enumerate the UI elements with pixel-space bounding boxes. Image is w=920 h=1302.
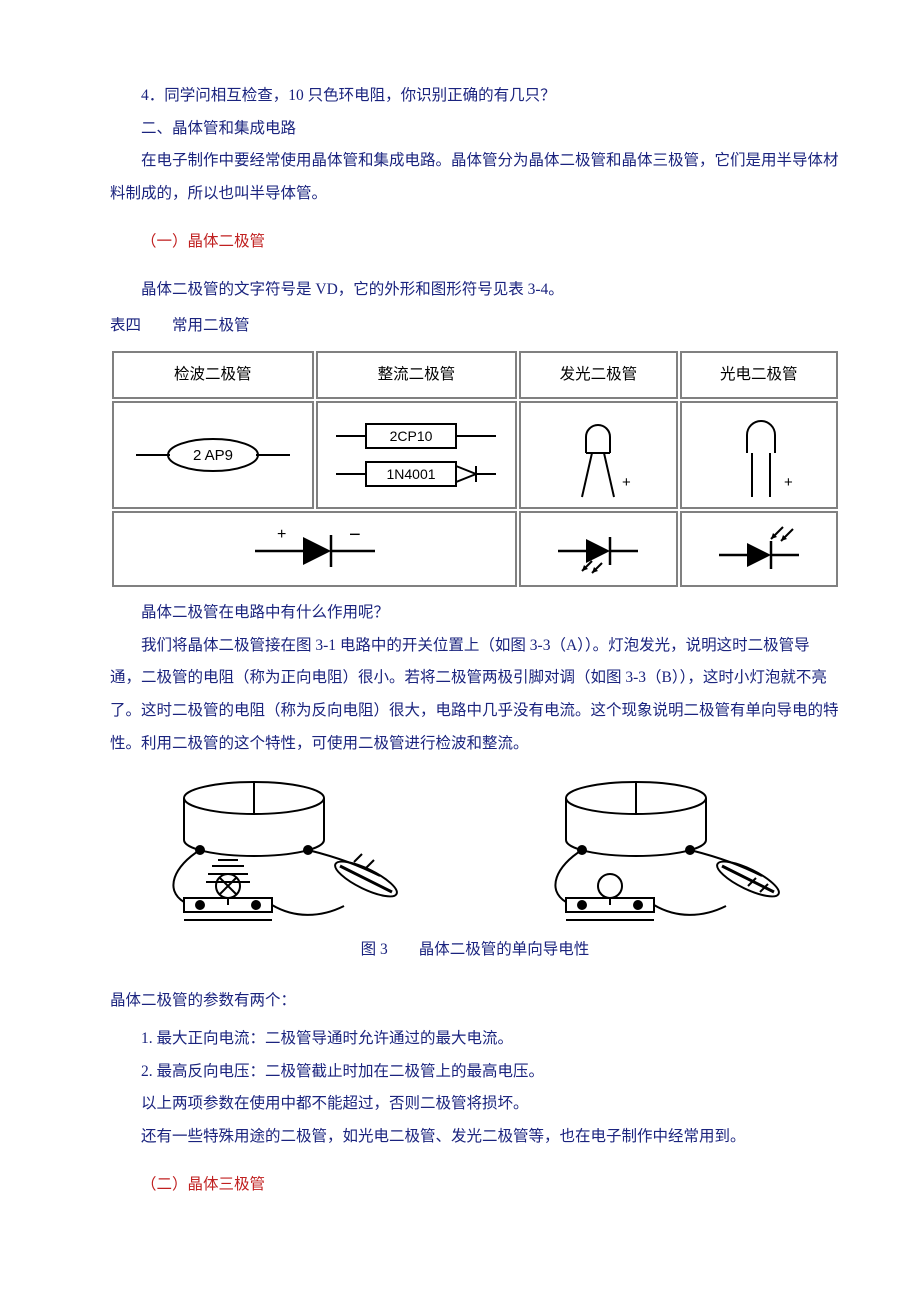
- table-row: 检波二极管 整流二极管 发光二极管 光电二极管: [112, 351, 838, 400]
- photodiode-symbol: [680, 511, 838, 587]
- figure-caption: 图 3 晶体二极管的单向导电性: [110, 934, 840, 967]
- minus-icon: −: [349, 524, 361, 546]
- para-param-2: 2. 最高反向电压：二极管截止时加在二极管上的最高电压。: [110, 1056, 840, 1089]
- circuit-a-icon: [144, 770, 424, 930]
- rect-label-2: 1N4001: [387, 466, 436, 482]
- para-param-warn: 以上两项参数在使用中都不能超过，否则二极管将损坏。: [110, 1088, 840, 1121]
- figure-row: [110, 770, 840, 930]
- col-header: 发光二极管: [519, 351, 677, 400]
- table-row: + −: [112, 511, 838, 587]
- detect-label: 2 AP9: [193, 447, 233, 464]
- detection-diode-shape: 2 AP9: [112, 401, 314, 509]
- diode-table: 检波二极管 整流二极管 发光二极管 光电二极管 2 AP9 2CP10 1N40…: [110, 349, 840, 590]
- plus-icon: +: [784, 474, 793, 491]
- heading-diode: （一）晶体二极管: [110, 226, 840, 259]
- led-shape: +: [519, 401, 677, 509]
- photodiode-shape: +: [680, 401, 838, 509]
- rect-label-1: 2CP10: [390, 428, 433, 444]
- heading-transistor: （二）晶体三极管: [110, 1169, 840, 1202]
- col-header: 整流二极管: [316, 351, 518, 400]
- para-params-intro: 晶体二极管的参数有两个：: [110, 985, 840, 1018]
- para-param-1: 1. 最大正向电流：二极管导通时允许通过的最大电流。: [110, 1023, 840, 1056]
- plus-icon: +: [277, 526, 286, 543]
- led-symbol: [519, 511, 677, 587]
- para-diode-symbol: 晶体二极管的文字符号是 VD，它的外形和图形符号见表 3-4。: [110, 274, 840, 307]
- heading-transistor-ic: 二、晶体管和集成电路: [110, 113, 840, 146]
- circuit-b-icon: [526, 770, 806, 930]
- para-explain: 我们将晶体二极管接在图 3-1 电路中的开关位置上（如图 3-3（A））。灯泡发…: [110, 630, 840, 760]
- plus-icon: +: [622, 474, 631, 491]
- table-row: 2 AP9 2CP10 1N4001: [112, 401, 838, 509]
- col-header: 光电二极管: [680, 351, 838, 400]
- diode-symbol: + −: [112, 511, 517, 587]
- rectifier-diode-shape: 2CP10 1N4001: [316, 401, 518, 509]
- para-special-diodes: 还有一些特殊用途的二极管，如光电二极管、发光二极管等，也在电子制作中经常用到。: [110, 1121, 840, 1154]
- col-header: 检波二极管: [112, 351, 314, 400]
- table-title: 表四 常用二极管: [110, 310, 840, 343]
- para-intro-transistor: 在电子制作中要经常使用晶体管和集成电路。晶体管分为晶体二极管和晶体三极管，它们是…: [110, 145, 840, 210]
- para-check-resistors: 4．同学问相互检查，10 只色环电阻，你识别正确的有几只？: [110, 80, 840, 113]
- para-question: 晶体二极管在电路中有什么作用呢？: [110, 597, 840, 630]
